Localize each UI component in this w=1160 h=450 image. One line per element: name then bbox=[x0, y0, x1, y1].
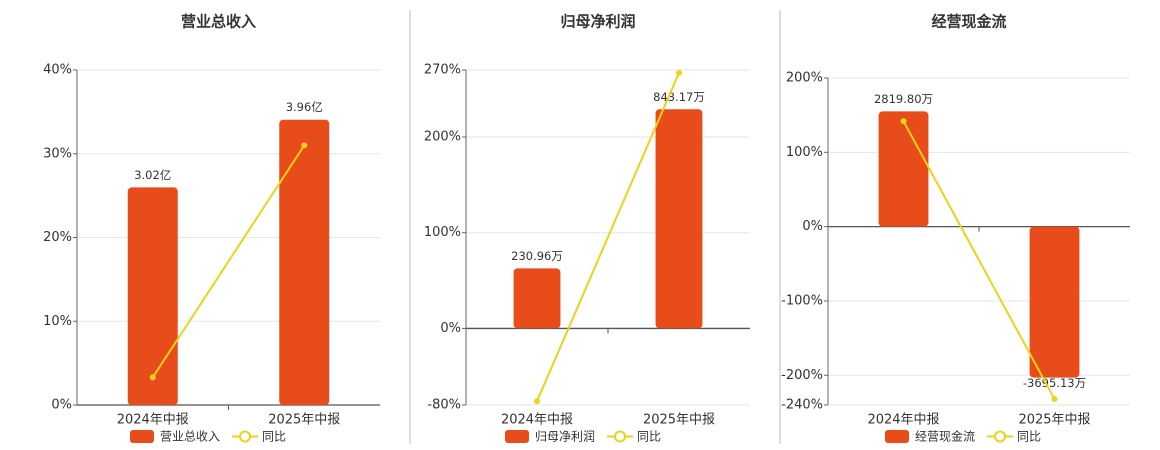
y-tick-label: -240% bbox=[781, 398, 823, 413]
legend-swatch bbox=[130, 430, 154, 443]
legend-swatch bbox=[885, 430, 909, 443]
x-tick-label: 2024年中报 bbox=[501, 413, 573, 428]
y-tick-label: 270% bbox=[424, 63, 461, 78]
y-tick-label: 0% bbox=[51, 398, 72, 413]
value-label: 2819.80万 bbox=[874, 92, 933, 106]
legend-label: 营业总收入 bbox=[160, 430, 220, 444]
y-tick-label: 10% bbox=[43, 314, 72, 329]
value-label: -3695.13万 bbox=[1023, 376, 1086, 390]
bar bbox=[513, 268, 561, 329]
line bbox=[151, 144, 306, 378]
y-tick-label: 0% bbox=[440, 321, 461, 336]
point bbox=[676, 69, 682, 76]
legend-swatch bbox=[505, 430, 529, 443]
point bbox=[149, 374, 156, 381]
x-tick-label: 2024年中报 bbox=[867, 413, 939, 428]
y-tick-label: 40% bbox=[43, 63, 72, 78]
bar bbox=[279, 119, 330, 405]
point bbox=[900, 118, 907, 125]
legend-label: 归母净利润 bbox=[535, 430, 595, 444]
y-tick-label: -100% bbox=[781, 293, 823, 308]
legend-label: 同比 bbox=[262, 430, 286, 444]
bar bbox=[127, 187, 178, 405]
legend-label: 同比 bbox=[1017, 430, 1041, 444]
y-tick-label: -200% bbox=[781, 368, 823, 383]
y-tick-label: 200% bbox=[424, 130, 461, 145]
legend-swatch bbox=[614, 430, 627, 443]
legend-label: 同比 bbox=[637, 430, 661, 444]
x-tick-label: 2024年中报 bbox=[117, 413, 189, 428]
y-tick-label: -80% bbox=[427, 398, 461, 413]
chart-title: 归母净利润 bbox=[560, 13, 635, 31]
value-label: 3.96亿 bbox=[286, 100, 323, 114]
point bbox=[534, 398, 540, 405]
y-tick-label: 100% bbox=[786, 145, 823, 160]
chart-title: 营业总收入 bbox=[181, 13, 256, 31]
x-tick-label: 2025年中报 bbox=[1018, 413, 1090, 428]
bar bbox=[655, 109, 703, 329]
y-tick-label: 30% bbox=[43, 146, 72, 161]
y-tick-label: 20% bbox=[43, 230, 72, 245]
chart-title: 经营现金流 bbox=[931, 13, 1006, 31]
legend-label: 经营现金流 bbox=[915, 429, 975, 444]
point bbox=[1051, 396, 1058, 403]
bar bbox=[1029, 226, 1080, 378]
y-tick-label: 0% bbox=[802, 219, 823, 234]
x-tick-label: 2025年中报 bbox=[643, 413, 715, 428]
legend-swatch bbox=[239, 430, 252, 443]
point bbox=[301, 142, 308, 149]
value-label: 230.96万 bbox=[511, 249, 563, 263]
y-tick-label: 100% bbox=[424, 225, 461, 240]
line bbox=[902, 120, 1056, 400]
bar bbox=[878, 111, 929, 227]
legend-swatch bbox=[994, 430, 1007, 443]
y-tick-label: 200% bbox=[786, 71, 823, 86]
value-label: 843.17万 bbox=[653, 90, 705, 104]
value-label: 3.02亿 bbox=[134, 168, 171, 182]
line bbox=[536, 72, 680, 402]
x-tick-label: 2025年中报 bbox=[268, 413, 340, 428]
